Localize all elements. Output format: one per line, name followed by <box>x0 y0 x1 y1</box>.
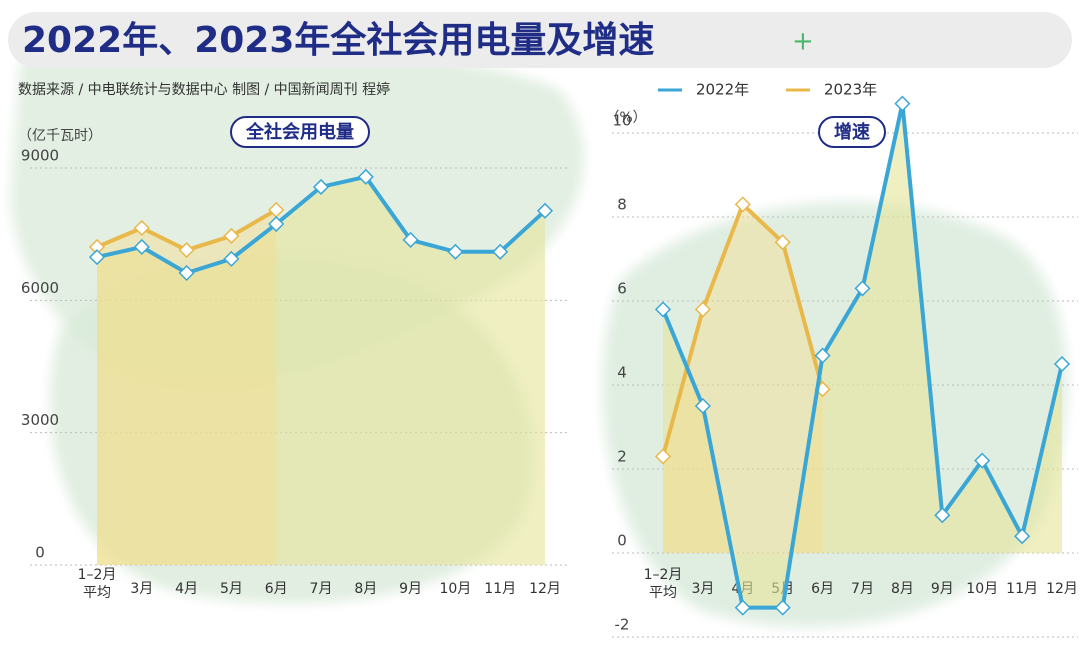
x-tick-label: 1–2月平均 <box>644 567 683 601</box>
y-tick-label: 0 <box>35 544 45 562</box>
data-point <box>734 599 751 616</box>
y-tick-label: 6 <box>617 280 627 298</box>
y-tick-label: 6000 <box>21 279 59 297</box>
area <box>663 103 1062 608</box>
data-point <box>223 250 240 267</box>
data-point <box>88 249 106 266</box>
plus-icon: + <box>792 27 814 57</box>
y-tick-label: -2 <box>615 616 630 634</box>
x-tick-label: 7月 <box>851 581 874 597</box>
data-point <box>694 301 711 318</box>
x-tick-label: 7月 <box>310 581 333 597</box>
x-tick-label: 12月 <box>529 581 561 597</box>
y-tick-label: 10 <box>612 112 631 130</box>
data-point <box>854 280 871 297</box>
x-tick-label: 9月 <box>399 581 422 597</box>
data-point <box>654 448 672 465</box>
data-point <box>774 599 791 616</box>
legend-label: 2022年 <box>696 81 749 99</box>
data-point <box>934 507 951 524</box>
data-point <box>178 241 195 259</box>
data-point <box>357 168 374 185</box>
data-point <box>654 301 672 318</box>
y-tick-label: 0 <box>617 532 627 550</box>
y-axis-label: （%） <box>605 110 646 126</box>
chart-title: 全社会用电量 <box>245 121 354 143</box>
data-point <box>312 178 330 196</box>
data-point <box>814 347 831 364</box>
data-point <box>133 219 150 237</box>
chart-title-badge <box>230 116 370 148</box>
x-tick-label: 11月 <box>1006 581 1038 597</box>
legend: 2022年 2023年 <box>658 81 877 99</box>
x-tick-label: 3月 <box>691 581 714 597</box>
data-point <box>133 238 150 256</box>
area <box>97 209 277 565</box>
y-tick-label: 2 <box>617 448 627 466</box>
data-point <box>1014 528 1031 545</box>
legend-label: 2023年 <box>824 81 877 99</box>
x-tick-label: 8月 <box>891 581 914 597</box>
x-tick-label: 1–2月平均 <box>78 567 117 601</box>
data-point <box>974 452 991 469</box>
x-tick-label: 5月 <box>220 581 243 597</box>
data-point <box>894 95 911 112</box>
area <box>663 204 823 553</box>
data-point <box>536 202 554 219</box>
y-tick-label: 9000 <box>21 147 59 165</box>
x-tick-label: 12月 <box>1046 581 1078 597</box>
area <box>97 176 545 566</box>
x-tick-label: 11月 <box>484 581 516 597</box>
source: 数据来源 / 中电联统计与数据中心 制图 / 中国新闻周刊 程婷 <box>18 82 390 98</box>
x-tick-label: 10月 <box>966 581 998 597</box>
x-tick-label: 8月 <box>354 581 377 597</box>
y-tick-label: 8 <box>617 196 627 214</box>
data-point <box>223 227 240 244</box>
data-point <box>178 264 195 282</box>
y-tick-label: 4 <box>617 364 627 382</box>
data-point <box>1053 355 1071 373</box>
data-point <box>694 397 711 415</box>
x-tick-label: 10月 <box>439 581 471 597</box>
x-tick-label: 9月 <box>931 581 954 597</box>
data-point <box>734 196 751 213</box>
y-axis-label: （亿千瓦时） <box>18 128 102 144</box>
x-tick-label: 3月 <box>130 581 153 597</box>
x-tick-label: 4月 <box>175 581 198 597</box>
x-tick-label: 6月 <box>265 581 288 597</box>
data-point <box>447 243 464 260</box>
chart-title: 增速 <box>834 121 870 143</box>
chart-title-badge <box>818 116 886 148</box>
data-point <box>268 215 285 233</box>
data-point <box>492 243 509 260</box>
data-point <box>774 234 791 251</box>
title-bar <box>8 12 1072 68</box>
data-point <box>402 231 419 248</box>
x-tick-label: 6月 <box>811 581 834 597</box>
y-tick-label: 3000 <box>21 411 59 429</box>
title: 2022年、2023年全社会用电量及增速 <box>22 19 654 61</box>
